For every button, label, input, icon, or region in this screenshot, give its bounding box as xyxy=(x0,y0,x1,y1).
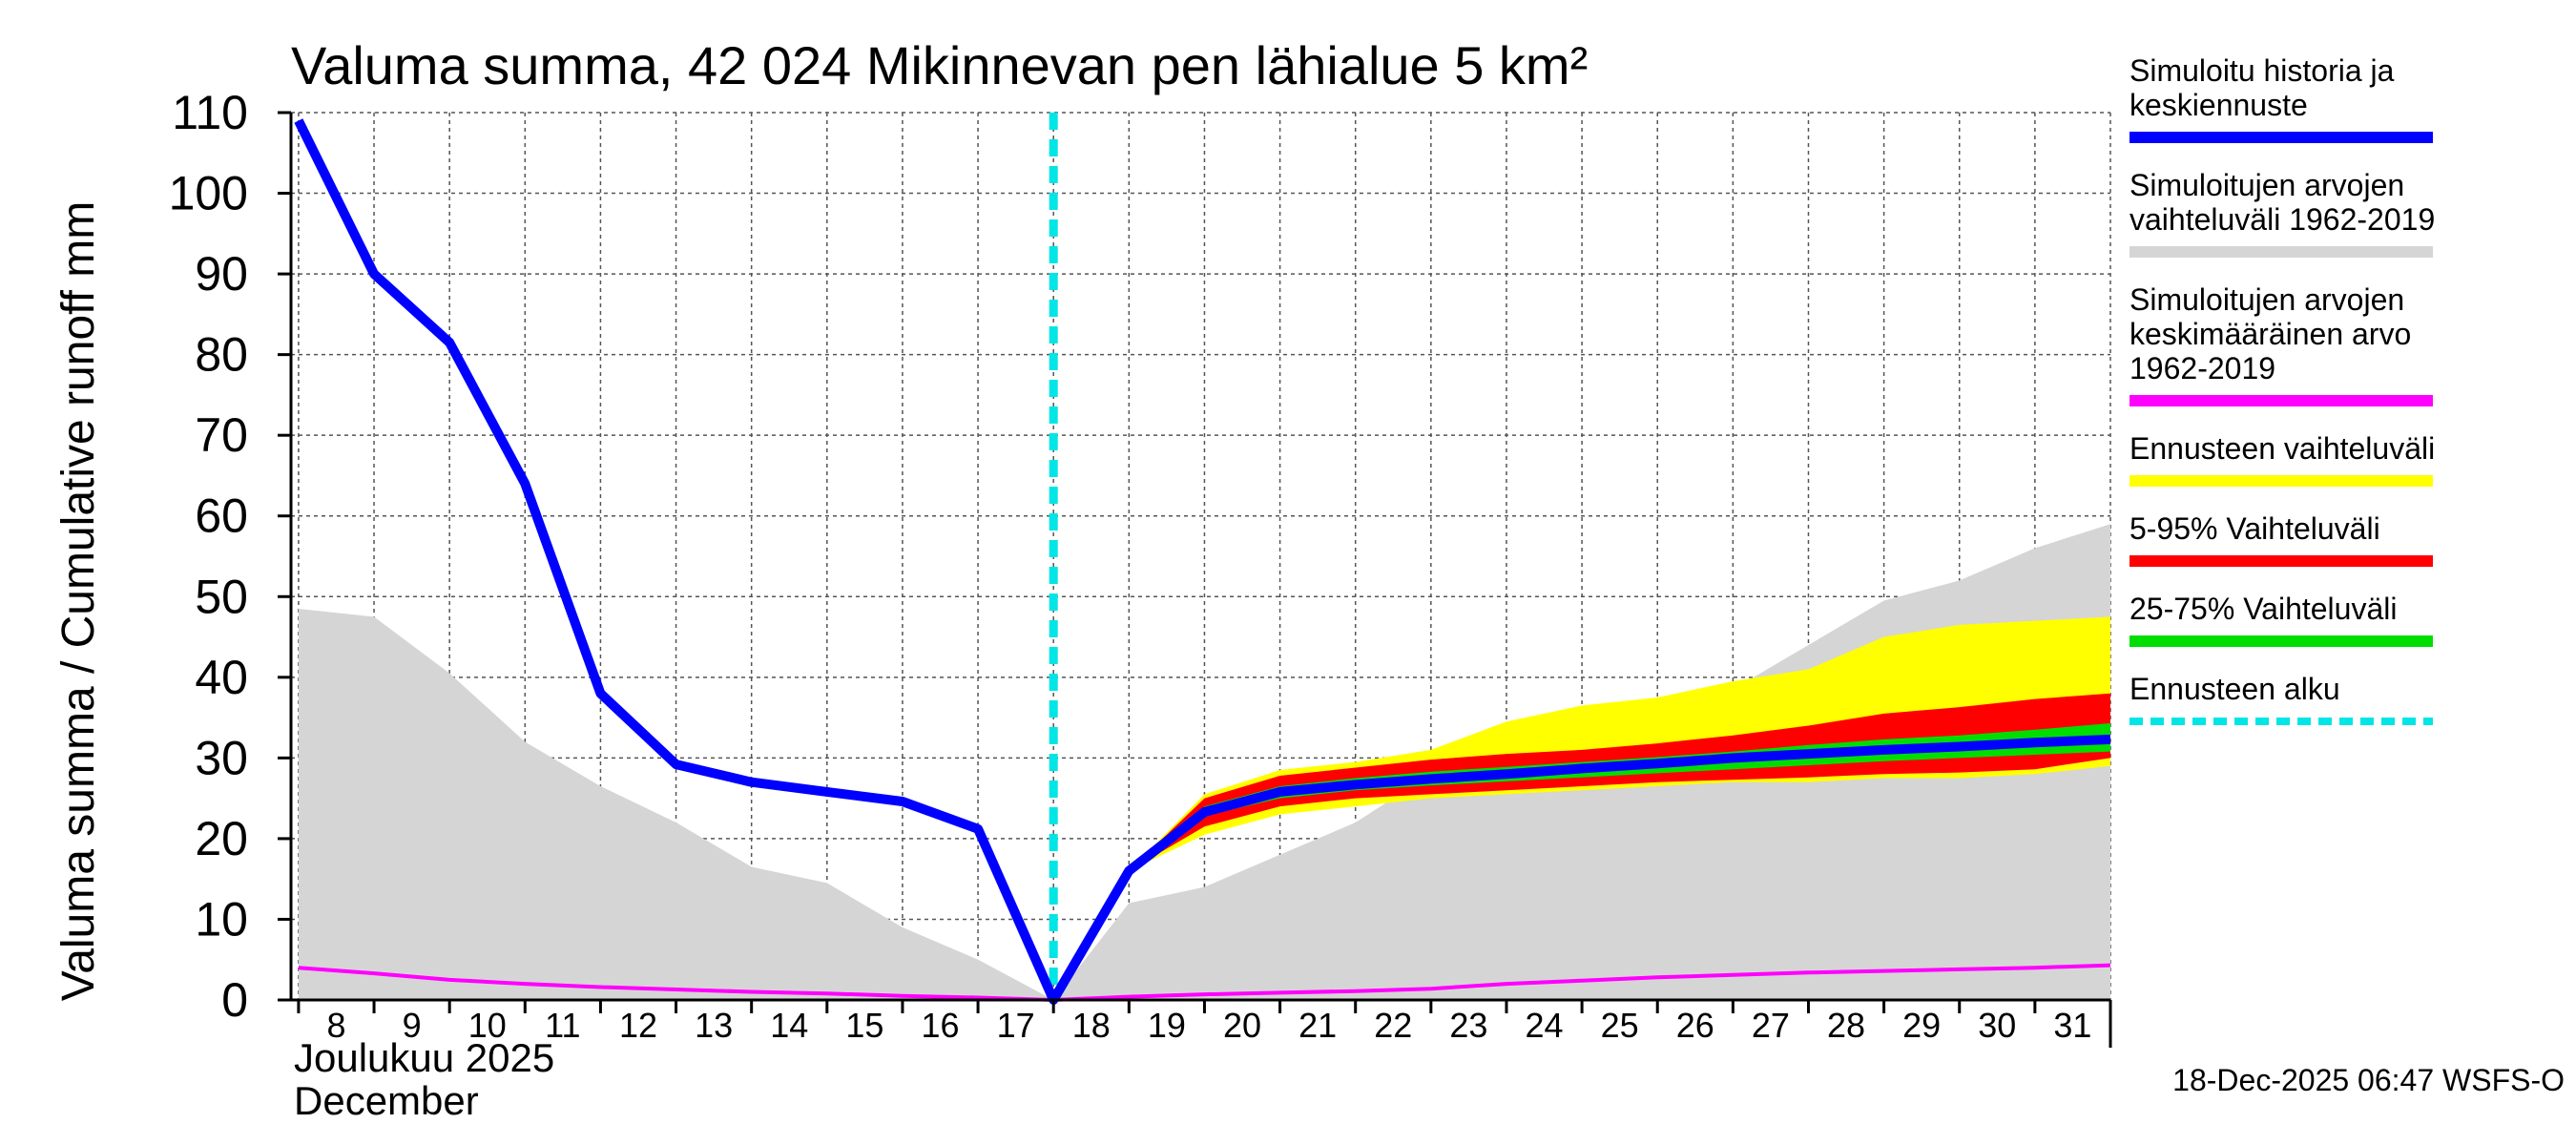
y-tick-label: 80 xyxy=(195,328,248,382)
x-tick-label: 10 xyxy=(468,1006,507,1045)
x-tick-label: 28 xyxy=(1827,1006,1865,1045)
legend-label: 1962-2019 xyxy=(2129,351,2275,385)
x-tick-label: 27 xyxy=(1752,1006,1790,1045)
x-tick-label: 19 xyxy=(1148,1006,1186,1045)
grid xyxy=(291,112,2111,1001)
x-tick-label: 8 xyxy=(326,1006,345,1045)
x-tick-label: 21 xyxy=(1298,1006,1337,1045)
y-tick-label: 110 xyxy=(172,86,248,139)
y-tick-label: 90 xyxy=(195,247,248,301)
y-tick-label: 30 xyxy=(195,731,248,784)
x-tick-label: 13 xyxy=(695,1006,733,1045)
x-tick-label: 17 xyxy=(997,1006,1035,1045)
chart-title: Valuma summa, 42 024 Mikinnevan pen lähi… xyxy=(291,35,1588,95)
x-tick-label: 15 xyxy=(845,1006,883,1045)
legend-label: 5-95% Vaihteluväli xyxy=(2129,511,2380,546)
x-tick-label: 31 xyxy=(2053,1006,2091,1045)
x-tick-label: 24 xyxy=(1526,1006,1564,1045)
x-tick-label: 12 xyxy=(619,1006,657,1045)
x-tick-label: 20 xyxy=(1223,1006,1261,1045)
y-tick-label: 40 xyxy=(195,651,248,704)
x-tick-label: 14 xyxy=(770,1006,808,1045)
legend-label: Ennusteen alku xyxy=(2129,672,2340,706)
x-tick-label: 11 xyxy=(545,1006,580,1045)
y-tick-label: 20 xyxy=(195,812,248,865)
legend-label: keskiennuste xyxy=(2129,88,2308,122)
band-series-0 xyxy=(298,524,2110,1000)
legend-label: Ennusteen vaihteluväli xyxy=(2129,431,2435,466)
y-tick-label: 50 xyxy=(195,570,248,623)
x-tick-label: 25 xyxy=(1601,1006,1639,1045)
line-series-5 xyxy=(294,118,2111,1005)
band-series-3 xyxy=(1129,723,2110,871)
x-tick-label: 9 xyxy=(403,1006,422,1045)
y-tick-label: 10 xyxy=(195,892,248,946)
x-tick-label: 18 xyxy=(1072,1006,1111,1045)
timestamp-footer: 18-Dec-2025 06:47 WSFS-O xyxy=(2172,1063,2565,1097)
legend-label: 25-75% Vaihteluväli xyxy=(2129,592,2397,626)
legend-label: Simuloitu historia ja xyxy=(2129,53,2395,88)
x-tick-label: 23 xyxy=(1449,1006,1487,1045)
series-lines xyxy=(294,113,2111,1005)
x-tick-label: 30 xyxy=(1978,1006,2016,1045)
y-tick-label: 70 xyxy=(195,408,248,462)
y-tick-label: 100 xyxy=(169,167,248,220)
x-tick-label: 22 xyxy=(1374,1006,1412,1045)
legend-label: Simuloitujen arvojen xyxy=(2129,168,2404,202)
line-series-4 xyxy=(298,963,2111,1002)
axes: 0 10 20 30 40 50 60 70 80 90 100 110 8 9 10 11 12 13 14 15 1… xyxy=(169,86,2112,1048)
x-tick-label: 29 xyxy=(1902,1006,1941,1045)
legend-label: Simuloitujen arvojen xyxy=(2129,282,2404,317)
x-tick-label: 26 xyxy=(1676,1006,1714,1045)
y-axis-label: Valuma summa / Cumulative runoff mm xyxy=(53,201,104,1002)
legend-label: vaihteluväli 1962-2019 xyxy=(2129,202,2435,237)
range-bands xyxy=(298,524,2110,1000)
x-tick-label: 16 xyxy=(921,1006,959,1045)
legend-label: keskimääräinen arvo xyxy=(2129,317,2411,351)
band-series-2 xyxy=(1129,693,2110,871)
y-tick-label: 60 xyxy=(195,489,248,543)
band-series-1 xyxy=(1129,616,2110,871)
y-tick-label: 0 xyxy=(221,973,248,1027)
month-label-english: December xyxy=(294,1078,479,1123)
month-label-finnish: Joulukuu 2025 xyxy=(294,1035,554,1080)
